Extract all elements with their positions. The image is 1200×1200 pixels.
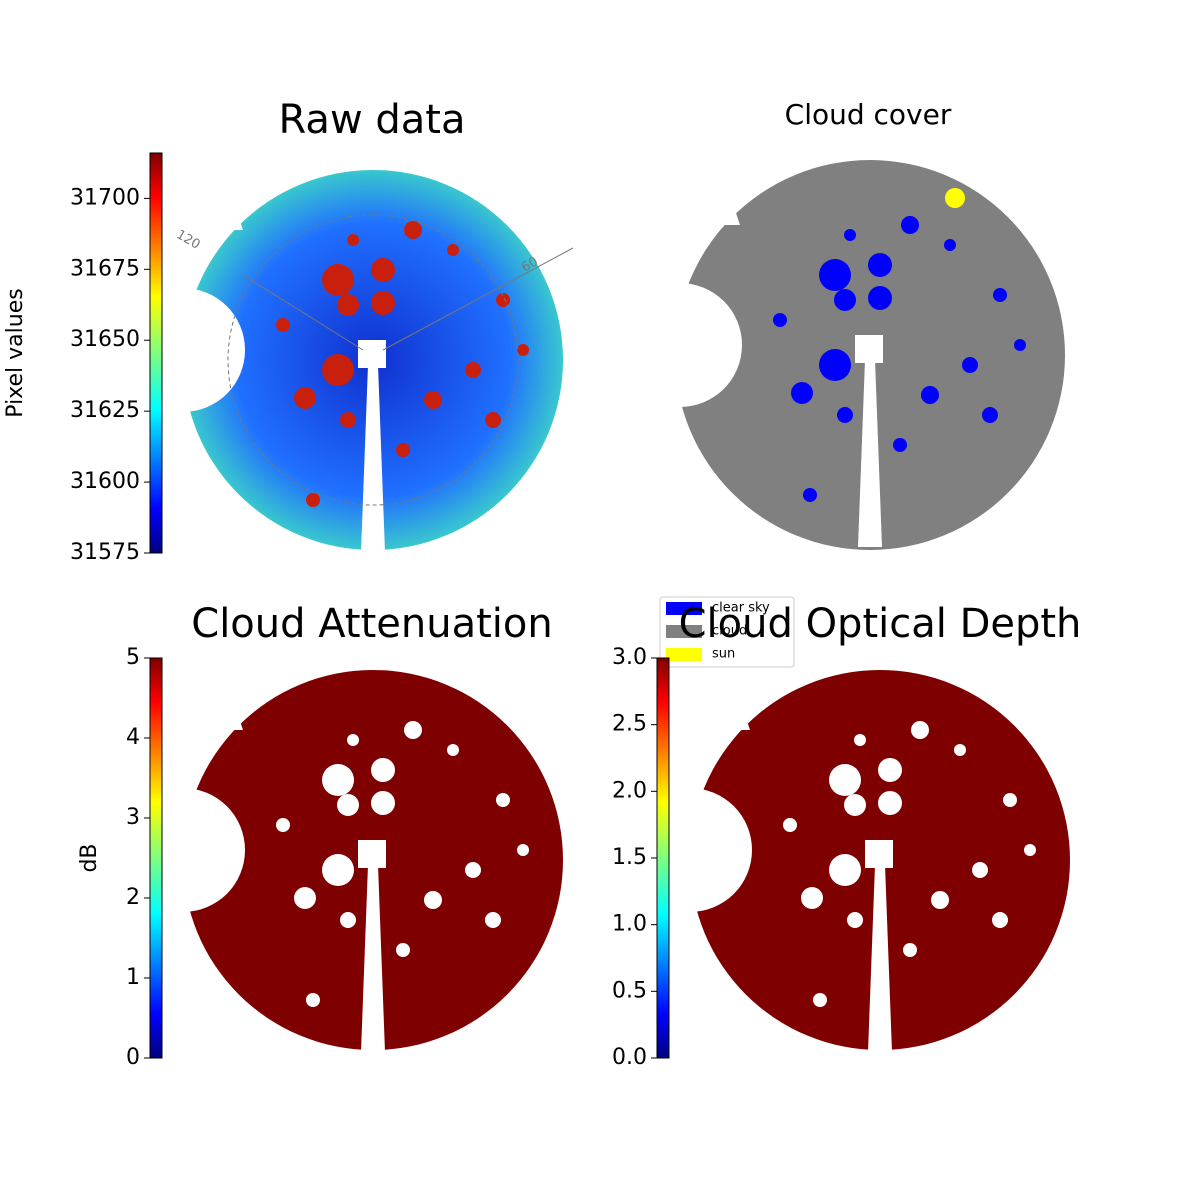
panel-title: Cloud cover: [785, 98, 952, 131]
colorbar-tick-label: 31650: [70, 327, 140, 352]
colorbar-label: Pixel values: [3, 288, 28, 417]
raw-image: [121, 170, 574, 552]
panel-title: Cloud Attenuation: [191, 601, 552, 647]
colorbar-tick-label: 2: [126, 885, 140, 910]
colorbar-tick-label: 5: [126, 645, 140, 670]
legend-label: sun: [712, 647, 735, 662]
colorbar-tick-label: 31625: [70, 398, 140, 423]
colorbar-tick-label: 31700: [70, 185, 140, 210]
colorbar-tick-label: 3.0: [612, 645, 647, 670]
colorbar-tick-label: 0.5: [612, 978, 647, 1003]
panel-title: Raw data: [279, 97, 466, 143]
legend-swatch: [666, 648, 702, 661]
colorbar-label: dB: [77, 843, 102, 872]
legend-swatch: [666, 625, 702, 638]
colorbar: [656, 657, 670, 1059]
colorbar-tick-label: 2.5: [612, 712, 647, 737]
colorbar-tick-label: 0.0: [612, 1045, 647, 1070]
colorbar-tick-label: 2.0: [612, 778, 647, 803]
legend-label: clear sky: [712, 601, 770, 616]
colorbar-tick-label: 31600: [70, 469, 140, 494]
colorbar-tick-label: 3: [126, 805, 140, 830]
panel-title: Cloud Optical Depth: [679, 601, 1082, 647]
colorbar-tick-label: 1.5: [612, 845, 647, 870]
colorbar-tick-label: 1: [126, 965, 140, 990]
azimuth-label: 60: [519, 254, 541, 275]
colorbar-tick-label: 31675: [70, 256, 140, 281]
colorbar: [149, 152, 163, 554]
colorbar-tick-label: 4: [126, 725, 140, 750]
legend-swatch: [666, 602, 702, 615]
sun-marker: [945, 188, 965, 208]
azimuth-label: 120: [173, 227, 202, 252]
colorbar-tick-label: 31575: [70, 540, 140, 565]
cloud-cover-image: [618, 160, 1065, 550]
optical-depth-image: [628, 670, 1070, 1052]
colorbar: [149, 657, 163, 1059]
colorbar-tick-label: 1.0: [612, 912, 647, 937]
legend-label: cloud: [712, 624, 747, 639]
colorbar-tick-label: 0: [126, 1045, 140, 1070]
attenuation-image: [121, 670, 563, 1052]
